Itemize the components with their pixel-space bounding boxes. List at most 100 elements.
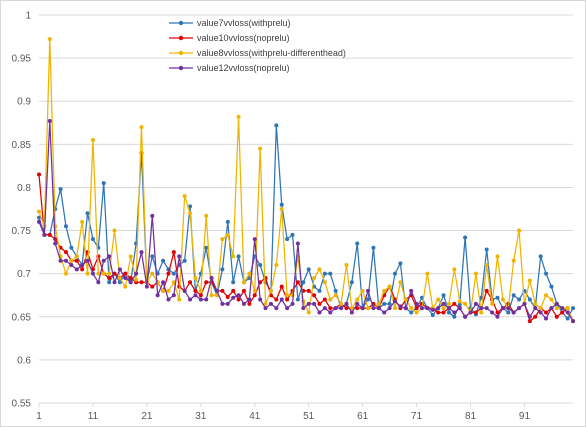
data-point <box>457 302 462 307</box>
data-point <box>484 263 489 268</box>
data-point <box>37 209 41 214</box>
data-point <box>452 314 457 319</box>
series-4 <box>37 119 575 324</box>
data-point <box>306 288 311 293</box>
data-point <box>258 297 263 302</box>
data-point <box>182 194 187 199</box>
data-point <box>139 280 144 285</box>
data-point <box>414 301 419 306</box>
data-point <box>484 306 489 311</box>
data-point <box>58 187 63 192</box>
data-point <box>198 293 203 298</box>
data-point <box>236 297 241 302</box>
data-point <box>90 237 95 242</box>
data-point <box>171 293 176 298</box>
data-point <box>565 310 570 315</box>
data-point <box>285 293 290 298</box>
legend: value7vvloss(withprelu) value10vvloss(nop… <box>169 18 346 73</box>
data-point <box>554 314 559 319</box>
data-point <box>247 301 252 306</box>
data-point <box>360 306 365 311</box>
data-point <box>128 280 133 285</box>
data-point <box>490 301 495 306</box>
data-point <box>527 314 532 319</box>
y-tick-label: 0.55 <box>12 399 32 410</box>
data-point <box>134 277 139 282</box>
data-point <box>409 306 414 311</box>
data-point <box>495 295 500 300</box>
data-point <box>527 319 532 324</box>
y-tick-label: 0.8 <box>17 183 31 194</box>
data-point <box>344 301 349 306</box>
data-point <box>241 280 246 285</box>
data-point <box>452 267 457 272</box>
data-point <box>161 258 166 263</box>
data-point <box>63 271 68 276</box>
data-point <box>495 254 500 259</box>
data-point <box>47 37 52 42</box>
data-point <box>349 310 354 315</box>
data-point <box>527 297 532 302</box>
data-point <box>441 310 446 315</box>
data-point <box>382 301 387 306</box>
data-point <box>457 306 462 311</box>
data-point <box>436 297 441 302</box>
data-point <box>263 306 268 311</box>
data-point <box>446 301 451 306</box>
data-point <box>376 301 381 306</box>
data-point <box>317 267 322 272</box>
data-point <box>177 254 182 259</box>
data-point <box>306 267 311 272</box>
data-point <box>355 297 360 302</box>
data-point <box>393 271 397 276</box>
data-point <box>155 293 160 298</box>
data-point <box>398 261 403 266</box>
data-point <box>409 310 414 315</box>
data-point <box>274 123 279 128</box>
data-point <box>506 306 511 311</box>
data-point <box>166 288 171 293</box>
data-point <box>209 275 214 280</box>
series-layer <box>37 37 575 324</box>
data-point <box>495 314 500 319</box>
data-point <box>96 280 101 285</box>
data-point <box>69 263 74 268</box>
data-point <box>37 215 41 220</box>
data-point <box>538 306 543 311</box>
data-point <box>349 306 354 311</box>
data-point <box>495 310 500 315</box>
data-point <box>554 306 559 311</box>
legend-label: value12vvloss(noprelu) <box>197 63 290 73</box>
data-point <box>441 301 446 306</box>
data-point <box>355 241 360 246</box>
data-point <box>484 247 489 252</box>
data-point <box>571 319 575 324</box>
data-point <box>398 304 403 309</box>
data-point <box>182 288 187 293</box>
y-tick-label: 1 <box>25 11 31 22</box>
data-point <box>322 280 327 285</box>
data-point <box>150 254 155 259</box>
data-point <box>279 202 284 207</box>
data-point <box>560 306 565 311</box>
data-point <box>490 310 495 315</box>
data-point <box>527 278 532 283</box>
data-point <box>517 297 522 302</box>
x-tick-label: 11 <box>88 411 99 422</box>
data-point <box>322 297 327 302</box>
data-point <box>182 258 187 263</box>
data-point <box>366 306 371 311</box>
data-point <box>522 301 527 306</box>
data-point <box>317 288 322 293</box>
data-point <box>63 250 68 255</box>
data-point <box>107 271 112 276</box>
data-point <box>463 235 468 240</box>
data-point <box>90 271 95 276</box>
data-point <box>419 306 424 311</box>
data-point <box>215 288 219 293</box>
data-point <box>274 306 279 311</box>
data-point <box>117 275 122 280</box>
data-point <box>533 306 538 311</box>
data-point <box>328 306 333 311</box>
data-point <box>544 293 549 298</box>
